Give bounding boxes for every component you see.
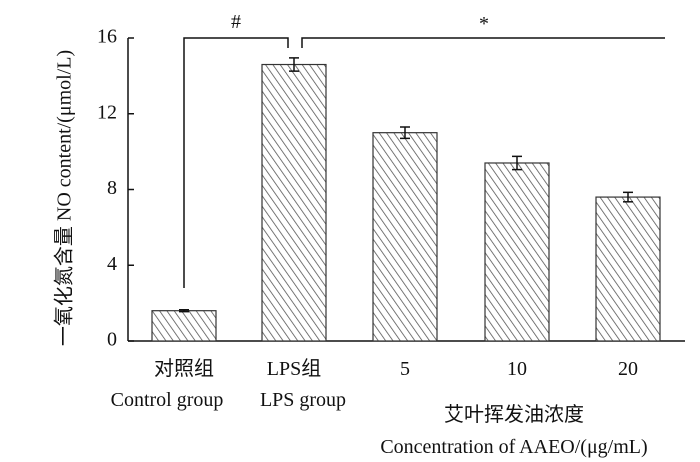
bar-3 bbox=[484, 162, 550, 342]
error-bar-0 bbox=[179, 309, 189, 313]
y-axis-title: 一氧化氮含量 NO content/(μmol/L) bbox=[53, 50, 76, 346]
category-label-4: 20 bbox=[618, 358, 638, 380]
category-label-0: 对照组 bbox=[154, 357, 214, 380]
category-sublabel-1: LPS group bbox=[260, 389, 346, 411]
group-label-en: Concentration of AAEO/(μg/mL) bbox=[380, 436, 647, 458]
error-bar-4 bbox=[623, 191, 633, 203]
category-sublabel-0: Control group bbox=[111, 389, 224, 411]
bar-4 bbox=[595, 196, 661, 342]
y-tick-label-0: 0 bbox=[107, 329, 117, 351]
significance-symbol-star: * bbox=[479, 13, 489, 35]
bars bbox=[151, 63, 661, 342]
significance-bracket-hash: # bbox=[183, 11, 289, 288]
significance-annotations: # * bbox=[183, 11, 665, 288]
category-labels: 对照组 Control group LPS组 LPS group 5 10 20 bbox=[111, 357, 638, 411]
bar-1 bbox=[261, 63, 327, 342]
error-bar-2 bbox=[400, 126, 410, 140]
category-label-3: 10 bbox=[507, 358, 527, 380]
error-bars bbox=[179, 57, 633, 313]
y-ticks: 0 4 8 12 16 bbox=[97, 26, 134, 351]
y-tick-label-12: 12 bbox=[97, 101, 117, 123]
significance-bracket-star: * bbox=[301, 13, 665, 48]
error-bar-1 bbox=[289, 57, 299, 72]
group-label-zh: 艾叶挥发油浓度 bbox=[444, 403, 584, 426]
category-label-2: 5 bbox=[400, 358, 410, 380]
bar-0 bbox=[151, 310, 217, 342]
y-tick-label-4: 4 bbox=[107, 253, 117, 275]
category-label-1: LPS组 bbox=[267, 357, 321, 380]
y-tick-label-16: 16 bbox=[97, 26, 117, 48]
bar-2 bbox=[372, 132, 438, 342]
significance-symbol-hash: # bbox=[231, 11, 241, 33]
y-tick-label-8: 8 bbox=[107, 177, 117, 199]
error-bar-3 bbox=[512, 155, 522, 171]
